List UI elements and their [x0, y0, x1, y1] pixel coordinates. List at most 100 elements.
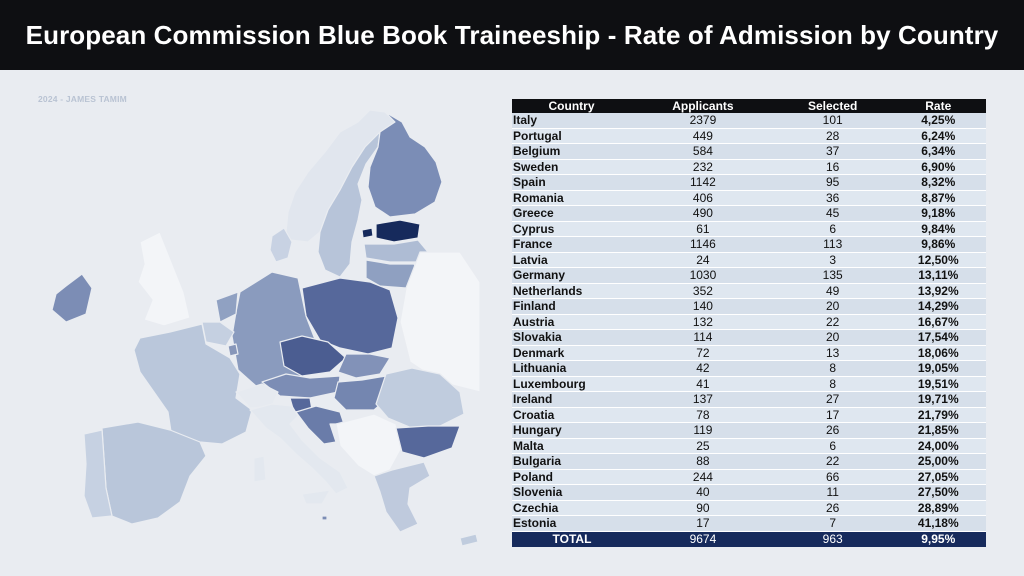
cell-country: Czechia: [512, 500, 631, 516]
cell-country: Portugal: [512, 128, 631, 144]
page-title: European Commission Blue Book Traineeshi…: [25, 19, 999, 50]
cell-rate: 21,85%: [890, 422, 986, 439]
column-header-selected: Selected: [774, 99, 891, 113]
cell-rate: 6,34%: [890, 143, 986, 160]
column-header-country: Country: [512, 99, 631, 113]
cell-selected: 26: [774, 500, 891, 516]
cell-rate: 6,24%: [890, 128, 986, 144]
total-label: TOTAL: [512, 531, 631, 547]
cell-country: Latvia: [512, 252, 631, 268]
table-row: Croatia 78 17 21,79%: [512, 407, 986, 423]
cell-selected: 26: [774, 422, 891, 439]
cell-applicants: 137: [631, 391, 775, 408]
cell-rate: 9,84%: [890, 221, 986, 237]
cell-applicants: 1142: [631, 174, 775, 191]
cell-applicants: 25: [631, 438, 775, 454]
cell-country: Poland: [512, 469, 631, 485]
cell-selected: 27: [774, 391, 891, 408]
map-estonia-island: [361, 227, 374, 239]
cell-selected: 45: [774, 205, 891, 222]
table-row: Sweden 232 16 6,90%: [512, 159, 986, 175]
header-bar: European Commission Blue Book Traineeshi…: [0, 0, 1024, 70]
total-selected: 963: [774, 531, 891, 547]
map-cyprus: [459, 533, 479, 547]
table-row: Netherlands 352 49 13,92%: [512, 283, 986, 299]
cell-applicants: 2379: [631, 113, 775, 129]
map-sweden: [317, 131, 381, 278]
cell-applicants: 24: [631, 252, 775, 268]
cell-selected: 11: [774, 484, 891, 501]
cell-rate: 13,11%: [890, 267, 986, 284]
table-row: Austria 132 22 16,67%: [512, 314, 986, 330]
table-row: Italy 2379 101 4,25%: [512, 113, 986, 129]
cell-applicants: 72: [631, 345, 775, 361]
cell-applicants: 61: [631, 221, 775, 237]
map-estonia: [375, 219, 421, 243]
cell-rate: 41,18%: [890, 515, 986, 532]
cell-rate: 14,29%: [890, 298, 986, 315]
cell-country: Hungary: [512, 422, 631, 439]
cell-selected: 113: [774, 236, 891, 253]
cell-country: Sweden: [512, 159, 631, 175]
cell-applicants: 406: [631, 190, 775, 206]
cell-selected: 17: [774, 407, 891, 423]
cell-selected: 49: [774, 283, 891, 299]
cell-applicants: 490: [631, 205, 775, 222]
table-row: Hungary 119 26 21,85%: [512, 422, 986, 439]
cell-applicants: 119: [631, 422, 775, 439]
cell-selected: 36: [774, 190, 891, 206]
cell-applicants: 90: [631, 500, 775, 516]
table-body: Italy 2379 101 4,25% Portugal 449 28 6,24% Belgi…: [512, 113, 986, 532]
map-poland: [301, 277, 399, 355]
map-luxembourg: [227, 343, 239, 357]
map-denmark: [269, 227, 293, 263]
cell-country: Bulgaria: [512, 453, 631, 470]
cell-country: Netherlands: [512, 283, 631, 299]
table-row: Romania 406 36 8,87%: [512, 190, 986, 206]
table-row: Poland 244 66 27,05%: [512, 469, 986, 485]
cell-applicants: 17: [631, 515, 775, 532]
cell-applicants: 449: [631, 128, 775, 144]
cell-selected: 20: [774, 298, 891, 315]
map-croatia: [295, 405, 345, 445]
cell-rate: 9,86%: [890, 236, 986, 253]
map-belgium: [201, 321, 235, 347]
cell-selected: 135: [774, 267, 891, 284]
table-row: Slovenia 40 11 27,50%: [512, 484, 986, 501]
table-row: Ireland 137 27 19,71%: [512, 391, 986, 408]
map-czechia: [279, 335, 347, 377]
table-row: Malta 25 6 24,00%: [512, 438, 986, 454]
cell-selected: 3: [774, 252, 891, 268]
cell-country: Croatia: [512, 407, 631, 423]
cell-country: Lithuania: [512, 360, 631, 377]
table-row: Lithuania 42 8 19,05%: [512, 360, 986, 377]
cell-selected: 95: [774, 174, 891, 191]
cell-country: Germany: [512, 267, 631, 284]
table-row: Slovakia 114 20 17,54%: [512, 329, 986, 346]
cell-rate: 8,87%: [890, 190, 986, 206]
table-row: Czechia 90 26 28,89%: [512, 500, 986, 516]
cell-selected: 7: [774, 515, 891, 532]
cell-country: Greece: [512, 205, 631, 222]
table-row: France 1146 113 9,86%: [512, 236, 986, 253]
cell-country: Finland: [512, 298, 631, 315]
cell-applicants: 244: [631, 469, 775, 485]
table-row: Estonia 17 7 41,18%: [512, 515, 986, 532]
table-total-row: TOTAL 9674 963 9,95%: [512, 531, 986, 547]
cell-rate: 18,06%: [890, 345, 986, 361]
map-finland: [367, 111, 443, 218]
cell-applicants: 232: [631, 159, 775, 175]
map-malta: [321, 515, 328, 521]
cell-rate: 27,05%: [890, 469, 986, 485]
europe-choropleth-map: [51, 109, 480, 547]
cell-selected: 37: [774, 143, 891, 160]
cell-selected: 8: [774, 360, 891, 377]
cell-rate: 28,89%: [890, 500, 986, 516]
map-sardinia: [253, 455, 267, 483]
cell-applicants: 88: [631, 453, 775, 470]
total-applicants: 9674: [631, 531, 775, 547]
cell-selected: 101: [774, 113, 891, 129]
table-row: Bulgaria 88 22 25,00%: [512, 453, 986, 470]
cell-selected: 28: [774, 128, 891, 144]
column-header-applicants: Applicants: [631, 99, 775, 113]
